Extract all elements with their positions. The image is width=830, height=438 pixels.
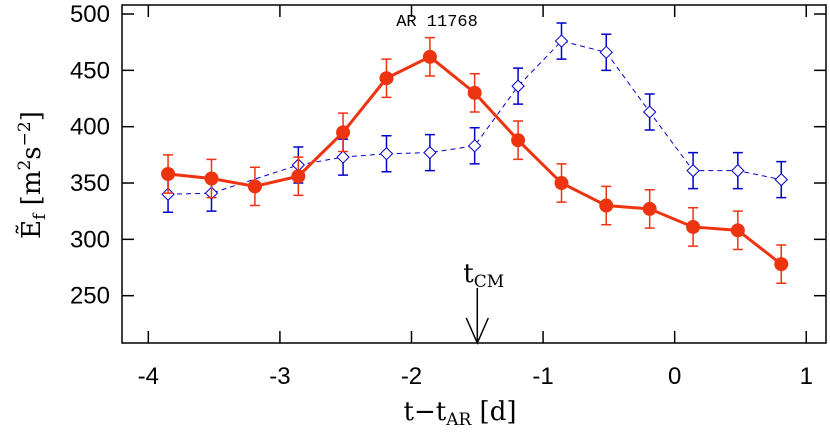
plot-frame xyxy=(121,4,827,344)
y-tick-label: 400 xyxy=(70,114,110,141)
y-tick-label: 300 xyxy=(70,226,110,253)
label-part: s xyxy=(17,146,47,159)
marker xyxy=(599,45,613,60)
x-axis-label: t−tAR [d] xyxy=(404,397,517,430)
label-part: [m xyxy=(17,171,47,214)
marker xyxy=(686,219,701,234)
y-tick-label: 350 xyxy=(70,170,110,197)
x-tick-label: 1 xyxy=(800,363,813,390)
marker xyxy=(204,171,219,186)
x-tick-label: -2 xyxy=(401,363,422,390)
marker xyxy=(161,187,175,201)
annotation-label: tCM xyxy=(463,259,504,292)
label-part: Ẽ xyxy=(15,220,47,239)
x-tick-label: -4 xyxy=(138,363,159,390)
label-part: −2 xyxy=(15,121,35,146)
marker xyxy=(599,198,614,213)
marker xyxy=(554,34,569,48)
label-part: t−t xyxy=(404,397,447,427)
marker xyxy=(247,179,262,194)
label-part: f xyxy=(30,212,50,220)
marker xyxy=(379,147,394,161)
marker xyxy=(774,172,788,187)
marker xyxy=(467,139,482,153)
marker xyxy=(379,71,394,86)
label-part: ] xyxy=(17,111,47,121)
marker xyxy=(511,133,526,148)
x-tick-label: 0 xyxy=(668,363,681,390)
marker xyxy=(161,167,176,181)
label-part: t xyxy=(463,259,474,289)
y-axis-label: Ẽf [m2s−2] xyxy=(15,111,50,239)
label-part: 2 xyxy=(15,160,35,171)
marker xyxy=(423,145,437,160)
label-part: CM xyxy=(474,272,504,292)
marker xyxy=(291,169,306,184)
x-tick-label: -1 xyxy=(532,363,553,390)
marker xyxy=(731,163,745,178)
marker xyxy=(642,105,657,119)
label-part: [d] xyxy=(471,397,516,427)
y-tick-label: 500 xyxy=(70,1,110,28)
marker xyxy=(511,79,525,93)
x-tick-label: -3 xyxy=(269,363,290,390)
y-tick-label: 250 xyxy=(70,283,110,310)
marker xyxy=(467,85,482,100)
marker xyxy=(686,163,700,178)
marker xyxy=(336,150,350,164)
chart-title: AR 11768 xyxy=(396,13,478,32)
y-tick-label: 450 xyxy=(70,57,110,84)
marker xyxy=(336,125,351,140)
marker xyxy=(554,176,569,191)
marker xyxy=(422,49,437,64)
label-part: AR xyxy=(445,410,472,430)
marker xyxy=(774,257,789,272)
marker xyxy=(730,223,745,238)
annotation-arrow xyxy=(465,288,489,345)
marker xyxy=(642,201,657,216)
